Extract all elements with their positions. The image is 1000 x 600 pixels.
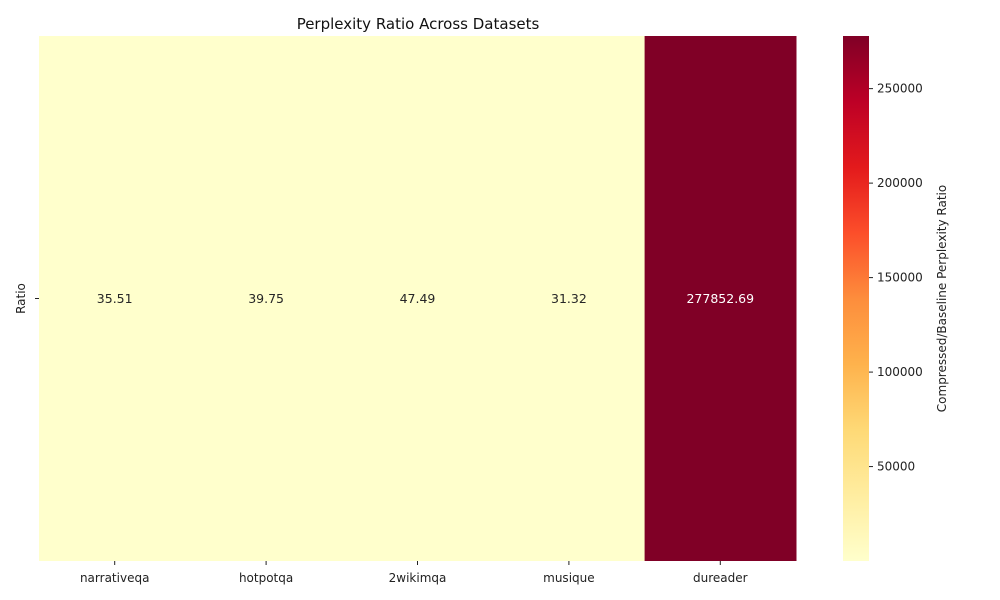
x-tick-label-hotpotqa: hotpotqa	[239, 571, 293, 585]
cell-value-label-dureader: 277852.69	[686, 291, 754, 306]
x-tick-label-musique: musique	[543, 571, 595, 585]
cell-value-label-narrativeqa: 35.51	[97, 291, 133, 306]
colorbar-gradient	[843, 36, 869, 561]
x-tick-label-narrativeqa: narrativeqa	[80, 571, 149, 585]
cell-value-label-2wikimqa: 47.49	[400, 291, 436, 306]
colorbar-tick-label: 150000	[877, 271, 923, 285]
chart-title: Perplexity Ratio Across Datasets	[297, 15, 540, 33]
cell-value-label-musique: 31.32	[551, 291, 587, 306]
colorbar-tick-label: 250000	[877, 82, 923, 96]
colorbar-label: Compressed/Baseline Perplexity Ratio	[935, 185, 949, 412]
colorbar-tick-label: 200000	[877, 176, 923, 190]
heatmap-cell-narrativeqa	[39, 36, 191, 561]
y-tick-label-Ratio: Ratio	[14, 283, 28, 314]
x-axis: narrativeqa hotpotqa 2wikimqa musique duread…	[80, 561, 748, 585]
heatmap-cell-labels: 35.51 39.75 47.49 31.32 277852.69	[97, 291, 754, 306]
cell-value-label-hotpotqa: 39.75	[248, 291, 284, 306]
colorbar-tick-label: 100000	[877, 365, 923, 379]
heatmap-cell-2wikimqa	[341, 36, 494, 561]
x-tick-label-2wikimqa: 2wikimqa	[389, 571, 447, 585]
colorbar-tick-label: 50000	[877, 460, 915, 474]
heatmap-cell-musique	[493, 36, 646, 561]
heatmap-cell-dureader	[644, 36, 797, 561]
heatmap-cell-hotpotqa	[190, 36, 343, 561]
x-tick-label-dureader: dureader	[693, 571, 748, 585]
heatmap-cells	[39, 36, 797, 561]
y-axis: Ratio	[14, 283, 39, 314]
colorbar: 50000 100000 150000 200000 250000	[843, 36, 923, 561]
